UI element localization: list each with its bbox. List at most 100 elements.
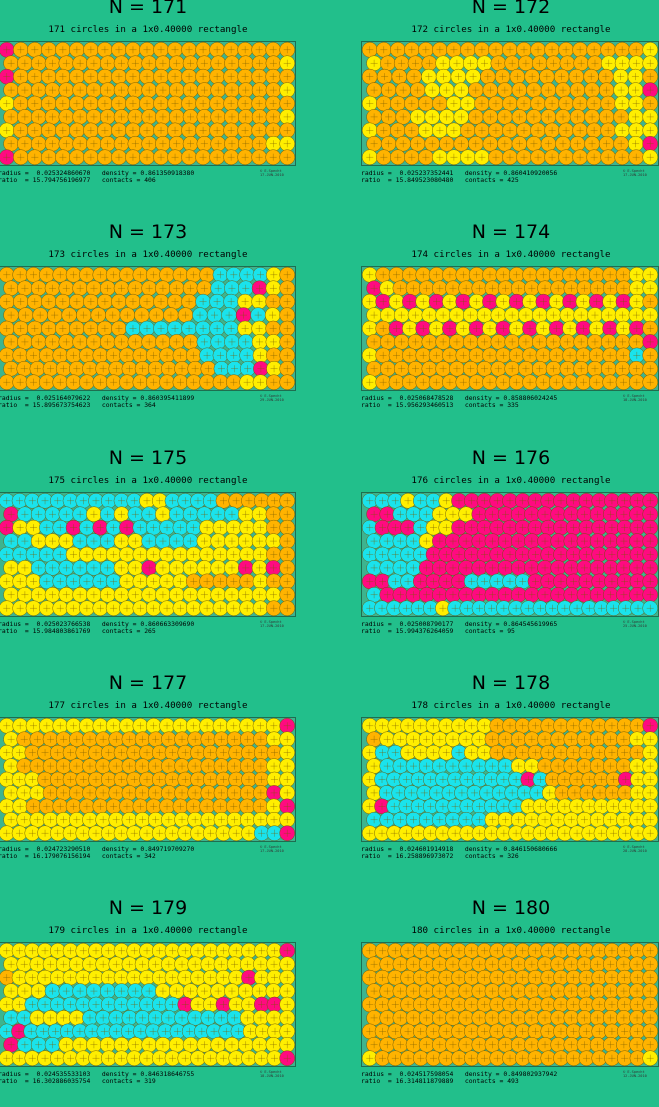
radius-density-line: radius = 0.024517598054 density = 0.8498… — [361, 1070, 558, 1078]
contact-mark — [213, 126, 221, 134]
contact-mark — [17, 46, 25, 54]
contact-mark — [270, 947, 278, 955]
contact-mark — [449, 816, 457, 824]
contact-mark — [478, 99, 486, 108]
contact-mark — [617, 73, 625, 81]
contact-mark — [76, 510, 84, 518]
contact-mark — [604, 153, 612, 161]
contact-mark — [123, 271, 131, 279]
contact-mark — [17, 324, 25, 333]
contact-mark — [502, 816, 510, 824]
contact-mark — [396, 510, 404, 518]
ratio-contacts-line: ratio = 16.179076156194 contacts = 342 — [0, 852, 156, 861]
contact-mark — [557, 1054, 565, 1062]
contact-mark — [190, 577, 198, 585]
contact-mark — [150, 351, 158, 359]
contact-mark — [49, 86, 57, 94]
contact-mark — [86, 365, 94, 373]
contact-mark — [112, 816, 120, 824]
contact-mark — [404, 947, 412, 955]
contact-mark — [455, 947, 463, 955]
contact-mark — [159, 86, 167, 94]
contact-mark — [230, 524, 238, 532]
contact-mark — [463, 604, 471, 612]
contact-mark — [446, 271, 454, 279]
contact-mark — [203, 722, 211, 730]
contact-mark — [506, 497, 514, 505]
contact-mark — [528, 1014, 536, 1022]
contact-mark — [478, 153, 486, 161]
contact-mark — [423, 987, 431, 995]
contact-mark — [513, 351, 521, 359]
contact-mark — [574, 86, 582, 94]
contact-mark — [609, 789, 617, 797]
contact-mark — [646, 775, 654, 784]
contact-mark — [30, 351, 38, 359]
contact-mark — [544, 140, 552, 148]
contact-mark — [105, 974, 113, 982]
contact-mark — [554, 564, 562, 572]
panel-subtitle: 171 circles in a 1x0.40000 rectangle — [48, 24, 248, 35]
contact-mark — [646, 550, 654, 559]
contact-mark — [230, 722, 238, 730]
contact-mark — [33, 816, 41, 824]
contact-mark — [548, 46, 556, 54]
contact-mark — [468, 524, 476, 532]
contact-mark — [580, 1014, 588, 1022]
contact-mark — [513, 298, 521, 306]
radius-density-line: radius = 0.025164079622 density = 0.8603… — [0, 394, 195, 402]
contact-mark — [544, 113, 552, 121]
contact-mark — [104, 113, 112, 121]
contact-mark — [269, 59, 277, 67]
contact-mark — [43, 722, 51, 730]
contact-mark — [3, 324, 11, 333]
contact-mark — [269, 324, 277, 333]
contact-mark — [20, 789, 28, 797]
contact-mark — [619, 378, 627, 386]
radius-density-line: radius = 0.024601914918 density = 0.8461… — [361, 845, 558, 853]
contact-mark — [269, 153, 277, 161]
contact-mark — [370, 338, 378, 346]
contact-mark — [131, 1041, 139, 1049]
panel-subtitle: 172 circles in a 1x0.40000 rectangle — [411, 24, 611, 35]
contact-mark — [76, 86, 84, 94]
contact-mark — [125, 816, 133, 824]
contact-mark — [28, 829, 36, 837]
contact-mark — [31, 73, 39, 81]
contact-mark — [31, 46, 39, 54]
contact-mark — [554, 510, 562, 518]
contact-mark — [56, 802, 64, 810]
contact-mark — [112, 365, 120, 373]
contact-mark — [150, 577, 158, 585]
contact-mark — [21, 86, 29, 94]
contact-mark — [526, 324, 534, 333]
contact-mark — [436, 816, 444, 824]
contact-mark — [73, 960, 81, 968]
contact-mark — [554, 1041, 562, 1049]
contact-mark — [442, 577, 450, 585]
contact-mark — [646, 974, 654, 982]
contact-mark — [539, 378, 547, 386]
contact-mark — [181, 749, 189, 757]
contact-mark — [54, 1054, 62, 1062]
contact-mark — [410, 960, 418, 968]
contact-mark — [594, 816, 602, 824]
contact-mark — [73, 1014, 81, 1022]
contact-mark — [634, 775, 642, 784]
contact-mark — [544, 524, 552, 532]
contact-mark — [544, 550, 552, 559]
contact-mark — [181, 497, 189, 505]
contact-mark — [393, 378, 401, 386]
contact-mark — [270, 960, 278, 968]
contact-mark — [633, 762, 641, 770]
contact-mark — [436, 510, 444, 518]
contact-mark — [423, 510, 431, 518]
contact-mark — [70, 524, 78, 532]
contact-mark — [536, 59, 544, 67]
contact-mark — [242, 537, 250, 545]
contact-mark — [73, 46, 81, 54]
contact-mark — [269, 311, 277, 319]
contact-mark — [619, 298, 627, 306]
contact-mark — [620, 816, 628, 824]
